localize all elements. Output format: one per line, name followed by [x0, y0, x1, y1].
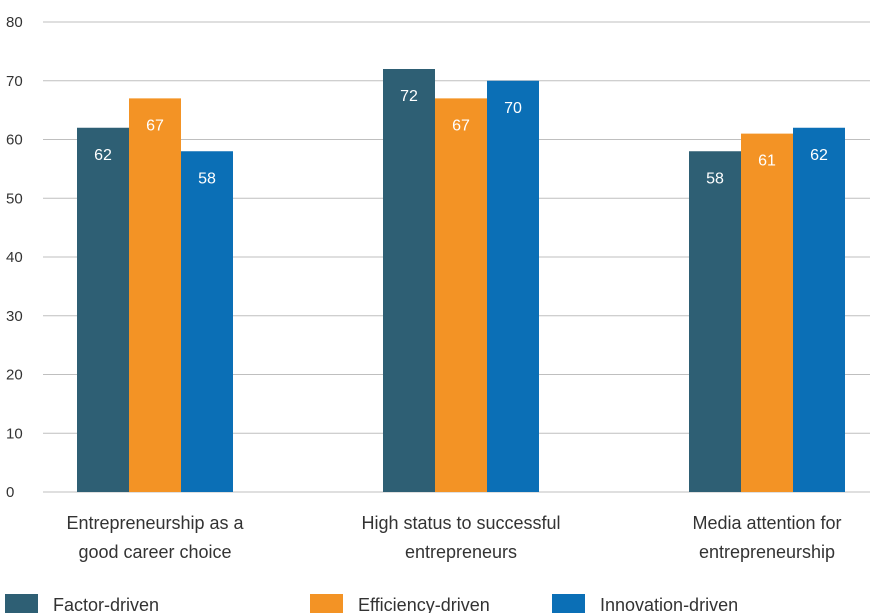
legend-swatch: [310, 594, 343, 613]
legend-swatch: [552, 594, 585, 613]
data-label: 67: [452, 117, 470, 134]
y-tick-label: 20: [6, 367, 23, 384]
data-label: 72: [400, 88, 418, 105]
category-label: good career choice: [78, 542, 231, 562]
bar: [383, 69, 435, 492]
bar: [435, 98, 487, 492]
data-label: 62: [810, 147, 828, 164]
x-axis: Entrepreneurship as a good career choice H…: [66, 513, 841, 562]
category-label: entrepreneurship: [699, 542, 835, 562]
bar: [487, 80, 539, 492]
bar: [793, 127, 845, 492]
bar: [129, 98, 181, 492]
category-label: entrepreneurs: [405, 542, 517, 562]
bar: [741, 133, 793, 492]
y-tick-label: 40: [6, 249, 23, 266]
y-tick-label: 70: [6, 73, 23, 90]
data-label: 62: [94, 147, 112, 164]
y-tick-label: 30: [6, 308, 23, 325]
legend-label: Efficiency-driven: [358, 595, 490, 613]
legend-label: Factor-driven: [53, 595, 159, 613]
y-tick-label: 0: [6, 484, 14, 501]
data-label: 61: [758, 153, 776, 170]
data-label: 58: [706, 170, 724, 187]
bar: [689, 151, 741, 492]
y-tick-label: 50: [6, 190, 23, 207]
legend-swatch: [5, 594, 38, 613]
bars: 62 67 58 72 67 70 58 61 62: [77, 69, 845, 492]
y-tick-label: 10: [6, 425, 23, 442]
bar: [77, 127, 129, 492]
category-label: Media attention for: [692, 513, 841, 533]
category-label: High status to successful: [361, 513, 560, 533]
y-tick-label: 80: [6, 14, 23, 31]
y-axis: 0 10 20 30 40 50 60 70 80: [6, 14, 23, 501]
data-label: 67: [146, 117, 164, 134]
bar: [181, 151, 233, 492]
data-label: 70: [504, 100, 522, 117]
data-label: 58: [198, 170, 216, 187]
legend: Factor-driven Efficiency-driven Innovation…: [5, 594, 738, 613]
legend-label: Innovation-driven: [600, 595, 738, 613]
y-tick-label: 60: [6, 132, 23, 149]
category-label: Entrepreneurship as a: [66, 513, 244, 533]
